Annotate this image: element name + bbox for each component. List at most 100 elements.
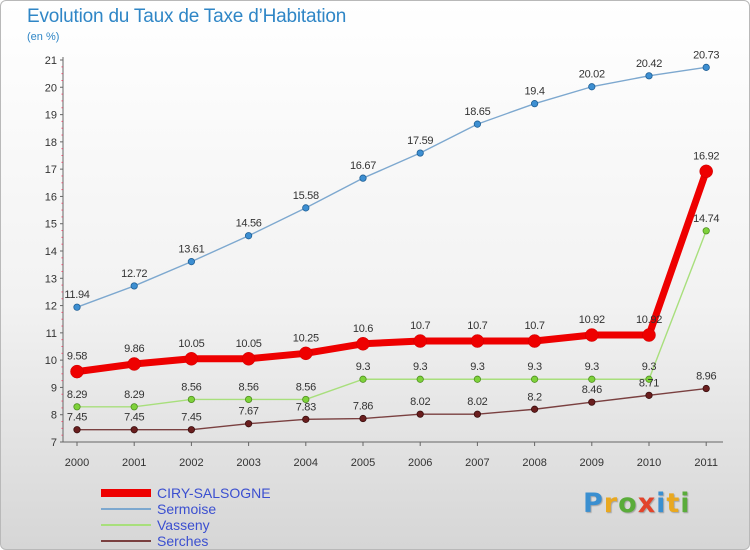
legend-label: CIRY-SALSOGNE <box>157 485 271 501</box>
series-line-ciry-salsogne <box>73 167 710 376</box>
data-point <box>299 346 313 361</box>
data-point <box>359 414 367 423</box>
x-tick-label: 2004 <box>294 457 318 469</box>
data-point <box>245 395 253 404</box>
data-label: 14.74 <box>693 213 719 225</box>
y-tick-label: 19 <box>45 110 57 122</box>
y-tick-label: 18 <box>45 137 57 149</box>
data-point <box>130 282 138 290</box>
x-tick-label: 2001 <box>122 457 146 469</box>
data-point <box>130 403 138 411</box>
data-label: 16.67 <box>350 160 376 172</box>
data-point <box>356 337 370 351</box>
data-label: 11.94 <box>64 289 89 301</box>
data-point <box>187 258 195 266</box>
data-label: 8.46 <box>582 384 602 396</box>
data-label: 7.45 <box>67 412 87 424</box>
y-tick-label: 13 <box>45 273 57 285</box>
data-label: 7.45 <box>181 412 201 424</box>
y-tick-label: 15 <box>45 219 57 231</box>
legend-swatch <box>101 524 151 526</box>
data-point <box>527 334 542 348</box>
data-point <box>645 375 653 383</box>
data-point <box>530 375 539 383</box>
data-point <box>588 375 596 383</box>
data-point <box>187 426 195 434</box>
legend-swatch <box>101 508 151 510</box>
y-tick-label: 20 <box>45 82 57 94</box>
series-lines <box>73 66 710 431</box>
data-point <box>127 357 141 371</box>
data-label: 9.3 <box>642 361 657 373</box>
y-tick-label: 8 <box>51 410 57 422</box>
data-label: 20.02 <box>579 69 605 81</box>
data-point <box>416 149 424 157</box>
x-tick-label: 2002 <box>179 457 203 469</box>
data-label: 12.72 <box>121 268 147 280</box>
data-point <box>702 384 710 393</box>
legend-label: Vasseny <box>157 517 210 533</box>
chart-subtitle: (en %) <box>27 31 60 43</box>
data-label: 14.56 <box>236 218 262 230</box>
data-point <box>245 420 253 428</box>
data-point <box>588 398 596 406</box>
legend-swatch <box>101 489 151 497</box>
data-point <box>187 395 195 404</box>
data-label: 10.7 <box>467 320 487 332</box>
data-point <box>473 120 481 128</box>
data-label: 15.58 <box>293 190 319 202</box>
data-point <box>413 334 427 348</box>
data-point <box>702 63 710 71</box>
data-label: 8.56 <box>296 381 316 393</box>
data-label: 8.29 <box>67 389 87 401</box>
y-tick-label: 10 <box>45 355 57 367</box>
data-label: 7.67 <box>238 406 258 418</box>
data-label: 9.3 <box>413 361 428 373</box>
data-point <box>702 227 710 235</box>
data-label: 18.65 <box>464 106 490 118</box>
data-point <box>530 405 539 413</box>
logo-letter: i <box>680 488 691 519</box>
chart-title: Evolution du Taux de Taxe d’Habitation <box>27 6 347 27</box>
data-point <box>184 352 199 366</box>
logo-letter: P <box>583 488 604 519</box>
data-label: 20.73 <box>693 49 719 61</box>
x-tick-label: 2005 <box>351 457 375 469</box>
data-label: 9.3 <box>470 361 485 373</box>
data-point <box>359 174 367 182</box>
x-tick-label: 2009 <box>580 457 604 469</box>
data-label: 9.58 <box>67 351 87 363</box>
data-label: 9.3 <box>527 361 542 373</box>
data-label: 16.92 <box>693 150 719 162</box>
data-label: 10.25 <box>293 332 319 344</box>
y-tick-label: 7 <box>51 437 57 449</box>
logo-letter: x <box>637 488 657 519</box>
data-point <box>416 410 424 418</box>
data-label: 17.59 <box>407 135 433 147</box>
data-label: 7.86 <box>353 401 373 413</box>
x-tick-label: 2000 <box>65 457 89 469</box>
legend-label: Serches <box>157 533 209 549</box>
data-label: 8.29 <box>124 389 144 401</box>
data-point <box>359 375 367 383</box>
data-point <box>473 375 481 383</box>
data-point <box>470 334 485 348</box>
data-point <box>302 415 310 423</box>
logo-letter: i <box>656 488 667 519</box>
data-point <box>302 204 310 212</box>
y-tick-label: 9 <box>51 382 57 394</box>
series-points <box>70 63 713 434</box>
data-point <box>530 100 539 108</box>
series-line-sermoise <box>76 66 707 308</box>
data-label: 8.56 <box>238 381 258 393</box>
data-point <box>645 391 653 399</box>
y-tick-label: 17 <box>45 164 57 176</box>
data-label: 8.96 <box>696 371 716 383</box>
x-tick-label: 2008 <box>522 457 546 469</box>
legend-swatch <box>101 540 151 542</box>
data-label: 7.83 <box>296 401 316 413</box>
y-tick-label: 11 <box>46 328 57 340</box>
data-label: 8.02 <box>410 396 430 408</box>
data-point <box>245 232 253 240</box>
data-point <box>241 352 256 366</box>
